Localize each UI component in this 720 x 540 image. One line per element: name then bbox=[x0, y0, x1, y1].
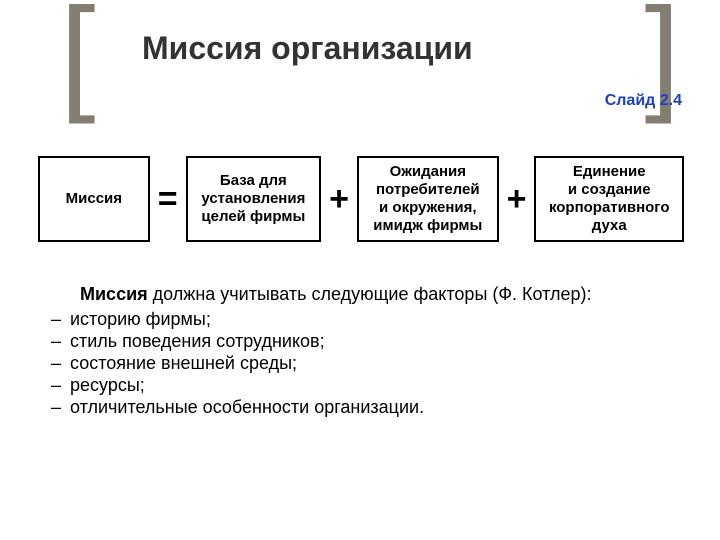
equation-box-4: Ожиданияпотребителейи окружения,имидж фи… bbox=[357, 156, 499, 242]
equation-box-6-line-2: корпоративного bbox=[549, 199, 670, 216]
equation-box-6-line-0: Единение bbox=[573, 163, 646, 180]
lead-bold: Миссия bbox=[80, 284, 148, 304]
equation-box-4-line-3: имидж фирмы bbox=[373, 217, 482, 234]
factor-item-4: отличительные особенности организации. bbox=[42, 397, 684, 418]
slide-root: [ Миссия организации ] Слайд 2.4 Миссия =… bbox=[0, 0, 720, 540]
bracket-left: [ bbox=[60, 0, 96, 118]
factor-item-2: состояние внешней среды; bbox=[42, 353, 684, 374]
equation-box-4-line-0: Ожидания bbox=[390, 163, 466, 180]
equation-box-0-line-0: Миссия bbox=[66, 190, 122, 207]
factors-list: историю фирмы;стиль поведения сотруднико… bbox=[42, 309, 684, 418]
factor-item-3: ресурсы; bbox=[42, 375, 684, 396]
equation-box-0: Миссия bbox=[38, 156, 150, 242]
equation-box-2-line-1: установления bbox=[201, 190, 305, 207]
factor-item-1: стиль поведения сотрудников; bbox=[42, 331, 684, 352]
header: [ Миссия организации ] Слайд 2.4 bbox=[36, 22, 684, 112]
equation-op-3: + bbox=[329, 182, 349, 216]
equation-box-4-line-2: и окружения, bbox=[379, 199, 477, 216]
equation-box-6-line-3: духа bbox=[592, 217, 627, 234]
equation-box-2-line-2: целей фирмы bbox=[201, 208, 305, 225]
equation-op-5: + bbox=[507, 182, 527, 216]
equation-box-2: База дляустановленияцелей фирмы bbox=[186, 156, 322, 242]
factor-item-0: историю фирмы; bbox=[42, 309, 684, 330]
page-title: Миссия организации bbox=[142, 30, 473, 67]
equation-box-4-line-1: потребителей bbox=[376, 181, 480, 198]
body-text: Миссия должна учитывать следующие фактор… bbox=[36, 284, 684, 418]
lead-paragraph: Миссия должна учитывать следующие фактор… bbox=[80, 284, 684, 305]
equation-box-2-line-0: База для bbox=[220, 172, 287, 189]
equation-box-6-line-1: и создание bbox=[568, 181, 651, 198]
equation-op-1: = bbox=[158, 182, 178, 216]
equation-box-6: Единениеи созданиекорпоративногодуха bbox=[534, 156, 684, 242]
lead-rest: должна учитывать следующие факторы (Ф. К… bbox=[148, 284, 592, 304]
mission-equation: Миссия=База дляустановленияцелей фирмы+О… bbox=[36, 156, 684, 242]
slide-number: Слайд 2.4 bbox=[605, 92, 682, 110]
